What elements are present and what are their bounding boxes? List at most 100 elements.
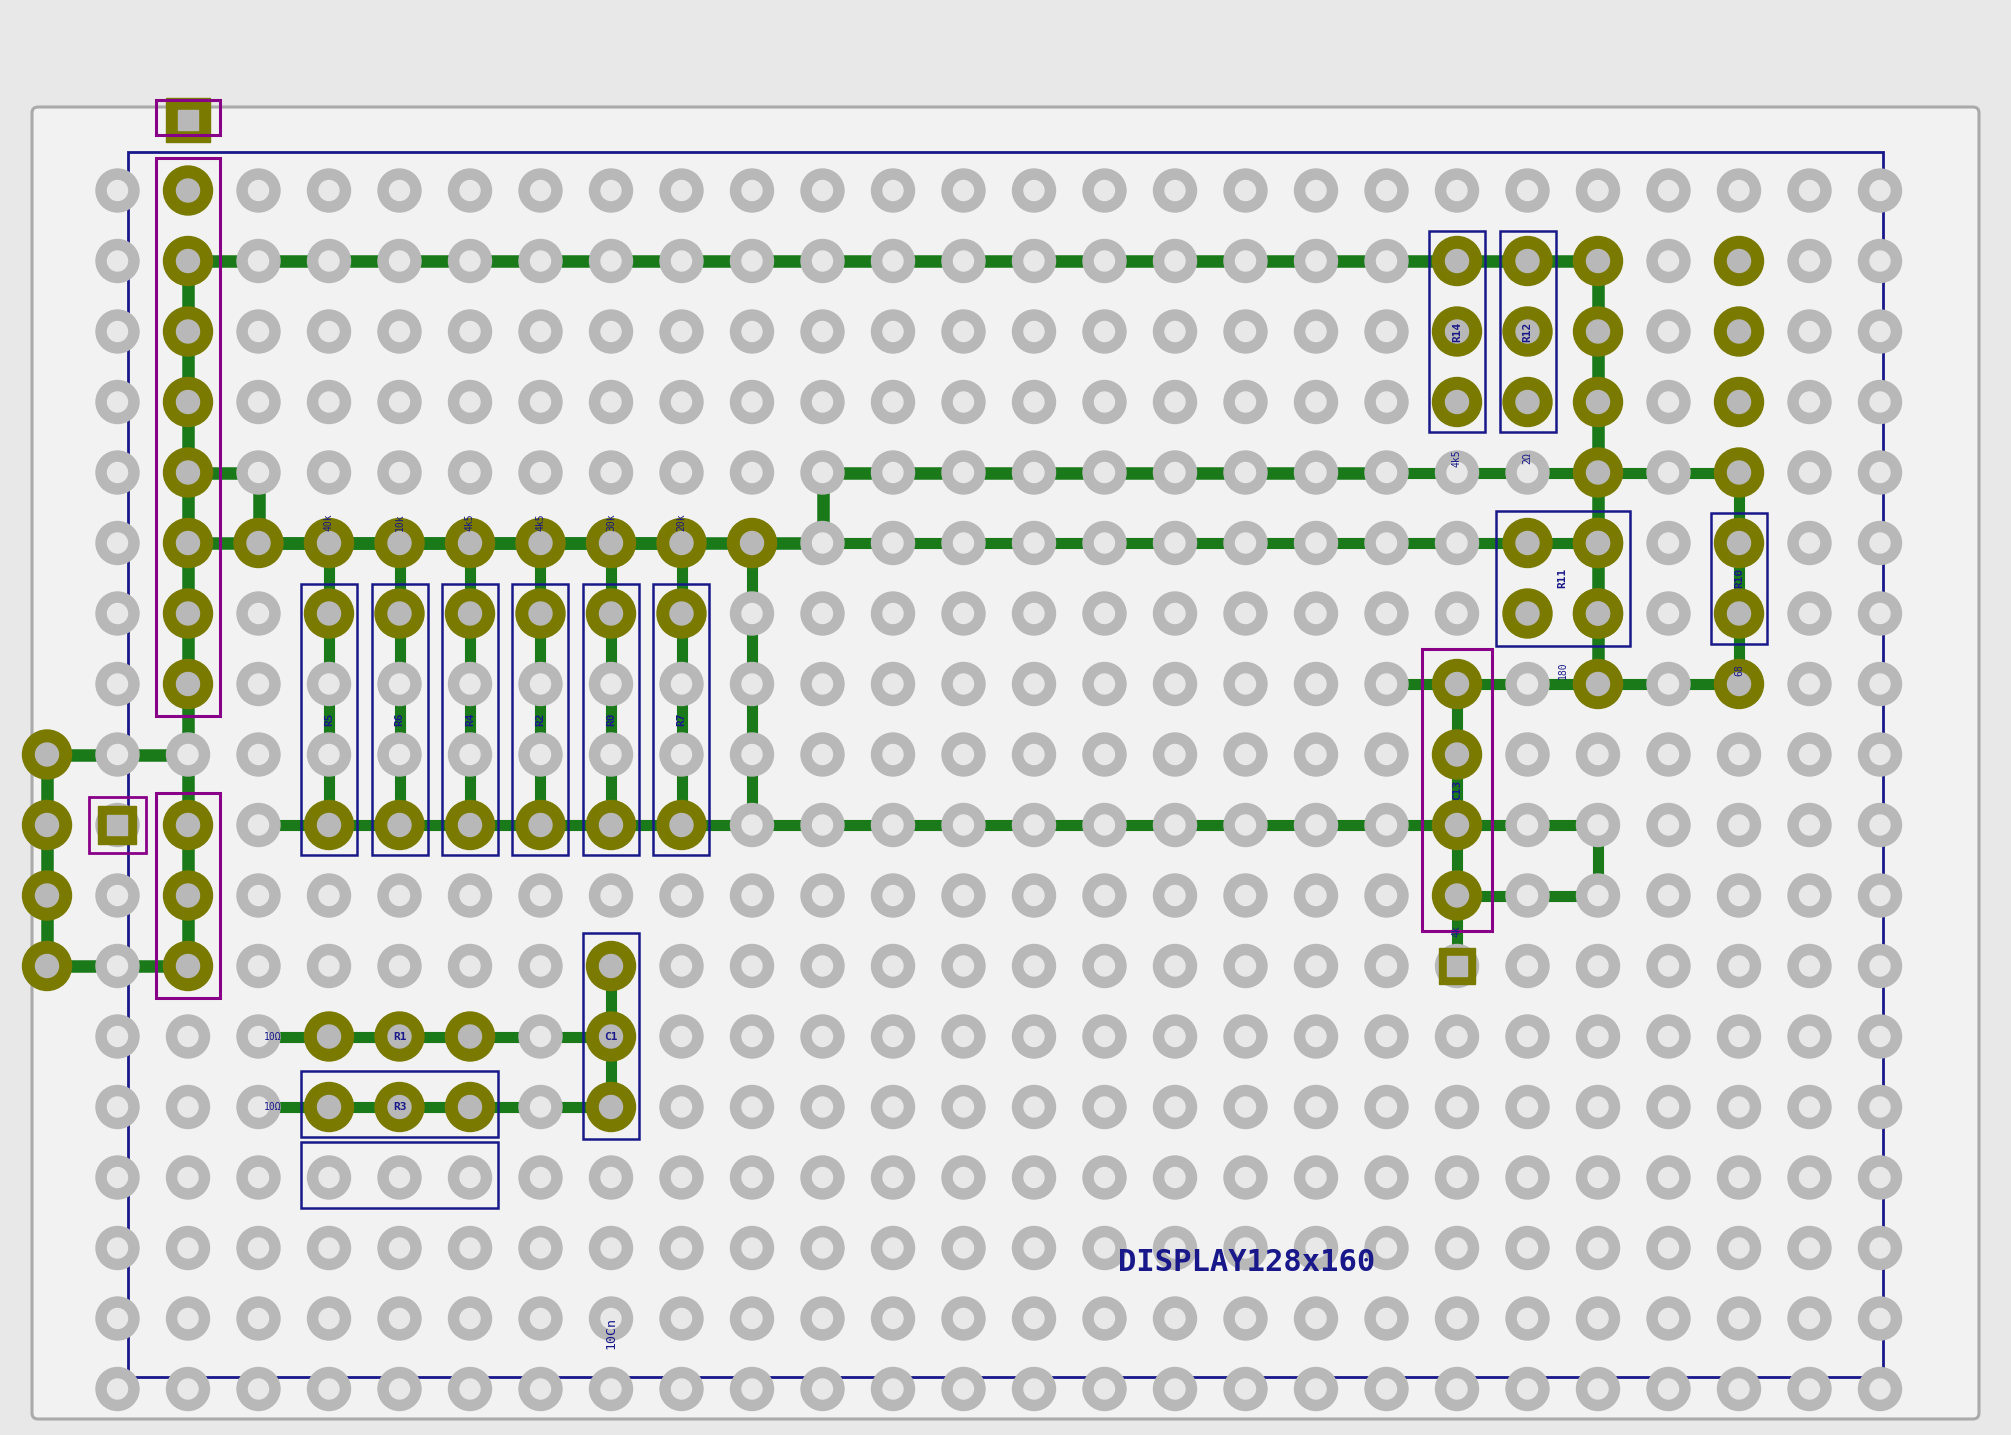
Circle shape <box>1589 462 1609 482</box>
Circle shape <box>812 251 833 271</box>
Circle shape <box>812 1309 833 1329</box>
Circle shape <box>461 321 481 342</box>
Circle shape <box>1164 1168 1184 1188</box>
Circle shape <box>1729 745 1750 765</box>
Circle shape <box>812 462 833 482</box>
Circle shape <box>1432 871 1482 920</box>
Circle shape <box>1024 1026 1044 1046</box>
Circle shape <box>1577 1227 1619 1270</box>
Circle shape <box>1084 1227 1126 1270</box>
Circle shape <box>1154 1297 1197 1340</box>
Circle shape <box>1024 251 1044 271</box>
Circle shape <box>1365 521 1408 564</box>
Text: 4k5: 4k5 <box>1452 449 1462 468</box>
Circle shape <box>730 521 774 564</box>
Circle shape <box>1154 1085 1197 1128</box>
Circle shape <box>660 874 704 917</box>
Circle shape <box>1012 663 1056 706</box>
Circle shape <box>883 392 903 412</box>
Circle shape <box>1012 593 1056 636</box>
Circle shape <box>247 531 269 554</box>
Circle shape <box>1788 1297 1830 1340</box>
Circle shape <box>601 674 621 695</box>
Circle shape <box>1518 392 1538 412</box>
Circle shape <box>1715 237 1764 286</box>
Circle shape <box>519 593 561 636</box>
Circle shape <box>1717 733 1760 776</box>
Circle shape <box>107 885 127 905</box>
Circle shape <box>320 674 340 695</box>
Circle shape <box>871 804 915 847</box>
Circle shape <box>320 1026 340 1046</box>
Circle shape <box>1717 240 1760 283</box>
Circle shape <box>179 181 197 201</box>
Circle shape <box>1432 377 1482 426</box>
Circle shape <box>390 251 410 271</box>
Circle shape <box>1094 604 1114 623</box>
Circle shape <box>378 944 420 987</box>
Circle shape <box>22 871 72 920</box>
Circle shape <box>1305 1238 1325 1258</box>
Circle shape <box>1647 240 1689 283</box>
Circle shape <box>953 392 973 412</box>
Circle shape <box>941 1368 985 1411</box>
Circle shape <box>1295 1227 1337 1270</box>
Circle shape <box>378 1015 420 1058</box>
Circle shape <box>448 944 491 987</box>
Circle shape <box>461 956 481 976</box>
Circle shape <box>742 674 762 695</box>
Circle shape <box>1717 804 1760 847</box>
Circle shape <box>730 451 774 494</box>
Circle shape <box>1788 874 1830 917</box>
Circle shape <box>1788 310 1830 353</box>
Circle shape <box>1154 804 1197 847</box>
Circle shape <box>1800 604 1820 623</box>
Circle shape <box>1448 462 1466 482</box>
Circle shape <box>941 380 985 423</box>
Circle shape <box>1729 532 1750 552</box>
Text: C1: C1 <box>603 1032 617 1042</box>
Circle shape <box>1800 532 1820 552</box>
Circle shape <box>953 1238 973 1258</box>
Circle shape <box>1164 1309 1184 1329</box>
Circle shape <box>1729 321 1750 342</box>
Circle shape <box>1800 321 1820 342</box>
Circle shape <box>1012 521 1056 564</box>
Circle shape <box>941 1015 985 1058</box>
Circle shape <box>179 1379 197 1399</box>
Circle shape <box>941 1157 985 1200</box>
Circle shape <box>378 663 420 706</box>
Circle shape <box>1647 310 1689 353</box>
Circle shape <box>519 451 561 494</box>
Circle shape <box>320 462 340 482</box>
Circle shape <box>883 462 903 482</box>
Circle shape <box>1295 1085 1337 1128</box>
Circle shape <box>107 1379 127 1399</box>
Circle shape <box>448 1368 491 1411</box>
Circle shape <box>1084 240 1126 283</box>
Circle shape <box>589 733 633 776</box>
Circle shape <box>883 1238 903 1258</box>
Circle shape <box>1858 663 1902 706</box>
Circle shape <box>97 1085 139 1128</box>
Circle shape <box>390 532 410 552</box>
Circle shape <box>1094 815 1114 835</box>
Circle shape <box>1659 1379 1679 1399</box>
Circle shape <box>1717 944 1760 987</box>
Circle shape <box>1717 310 1760 353</box>
Circle shape <box>1024 604 1044 623</box>
Circle shape <box>812 885 833 905</box>
Circle shape <box>1376 1309 1396 1329</box>
Circle shape <box>107 815 127 835</box>
Circle shape <box>167 1227 209 1270</box>
Circle shape <box>249 181 269 201</box>
Circle shape <box>1589 392 1609 412</box>
Circle shape <box>1024 1309 1044 1329</box>
Circle shape <box>308 521 350 564</box>
Circle shape <box>800 663 845 706</box>
Circle shape <box>107 674 127 695</box>
Circle shape <box>233 518 284 567</box>
Circle shape <box>1164 956 1184 976</box>
Circle shape <box>531 1309 551 1329</box>
Circle shape <box>1154 169 1197 212</box>
